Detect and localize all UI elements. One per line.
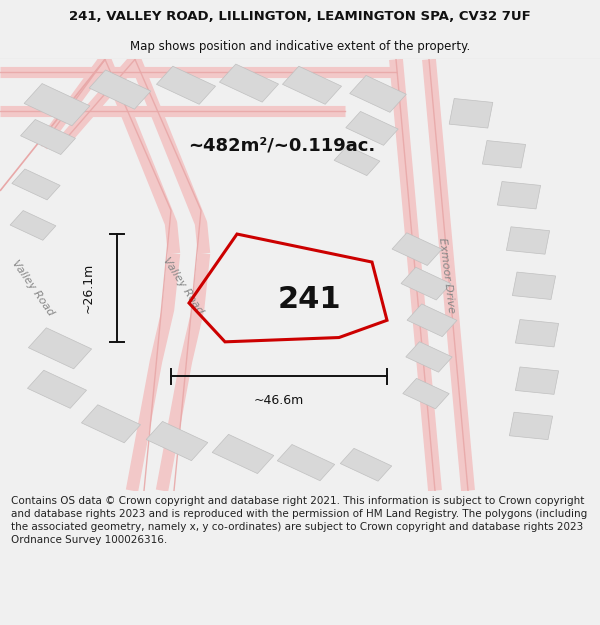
Polygon shape [403,378,449,409]
Text: 241, VALLEY ROAD, LILLINGTON, LEAMINGTON SPA, CV32 7UF: 241, VALLEY ROAD, LILLINGTON, LEAMINGTON… [69,10,531,23]
Text: ~482m²/~0.119ac.: ~482m²/~0.119ac. [188,137,376,154]
Text: Map shows position and indicative extent of the property.: Map shows position and indicative extent… [130,40,470,52]
Polygon shape [334,146,380,176]
Polygon shape [157,66,215,104]
Text: Contains OS data © Crown copyright and database right 2021. This information is : Contains OS data © Crown copyright and d… [11,496,587,545]
Polygon shape [28,370,86,408]
Text: Valley Road: Valley Road [10,258,56,318]
Polygon shape [407,304,457,337]
Polygon shape [482,141,526,168]
Polygon shape [497,181,541,209]
Polygon shape [10,211,56,240]
Polygon shape [406,342,452,372]
Polygon shape [277,444,335,481]
Polygon shape [401,268,451,300]
Text: ~26.1m: ~26.1m [82,262,95,313]
Polygon shape [212,434,274,474]
Polygon shape [346,111,398,146]
Polygon shape [28,328,92,369]
Polygon shape [515,367,559,394]
Polygon shape [509,412,553,439]
Polygon shape [340,448,392,481]
Polygon shape [89,70,151,109]
Polygon shape [283,66,341,104]
Polygon shape [449,99,493,128]
Polygon shape [220,64,278,102]
Polygon shape [12,169,60,200]
Text: Exmoor Drive: Exmoor Drive [437,237,457,313]
Polygon shape [392,232,442,266]
Polygon shape [82,405,140,442]
Polygon shape [506,227,550,254]
Polygon shape [350,76,406,112]
Text: Valley Road: Valley Road [161,256,205,316]
Text: 241: 241 [278,285,341,314]
Polygon shape [24,84,90,126]
Polygon shape [512,272,556,299]
Polygon shape [20,119,76,154]
Polygon shape [146,421,208,461]
Polygon shape [515,319,559,347]
Text: ~46.6m: ~46.6m [254,394,304,406]
